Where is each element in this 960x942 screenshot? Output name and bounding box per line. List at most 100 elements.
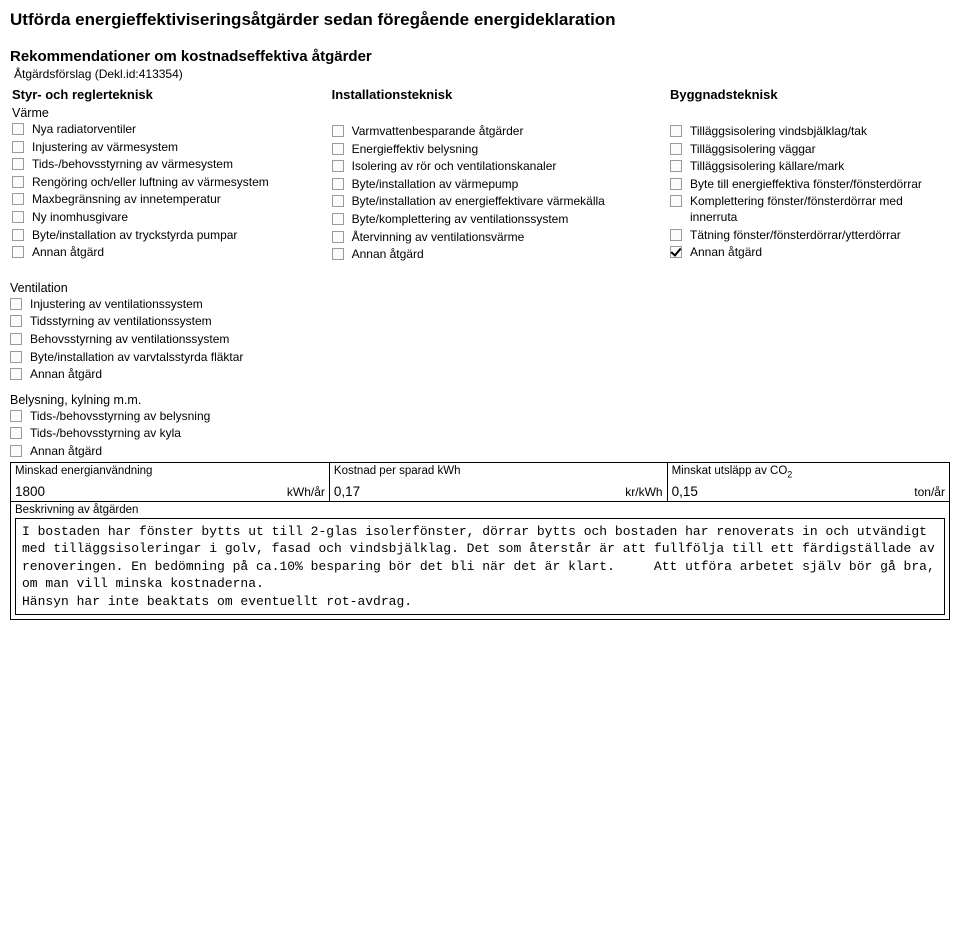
checkbox-icon[interactable] — [10, 351, 22, 363]
checkbox-icon[interactable] — [670, 160, 682, 172]
checkbox-icon[interactable] — [332, 125, 344, 137]
item-label: Tätning fönster/fönsterdörrar/ytterdörra… — [690, 228, 901, 244]
result-co2: Minskat utsläpp av CO2 0,15 ton/år — [668, 463, 949, 501]
item-label: Byte till energieffektiva fönster/fönste… — [690, 177, 922, 193]
checkbox-icon[interactable] — [10, 333, 22, 345]
varme-tryckstyrda-pumpar: Byte/installation av tryckstyrda pumpar — [12, 228, 324, 244]
item-label: Tilläggsisolering väggar — [690, 142, 816, 158]
item-label: Tids-/behovsstyrning av belysning — [30, 409, 210, 425]
checkbox-icon[interactable] — [332, 160, 344, 172]
checkbox-icon[interactable] — [332, 195, 344, 207]
result-unit: ton/år — [914, 485, 945, 499]
col-byggnad: Byggnadsteknisk Tilläggsisolering vindsb… — [668, 85, 950, 271]
bygg-tatning: Tätning fönster/fönsterdörrar/ytterdörra… — [670, 228, 944, 244]
group-varme: Värme — [12, 106, 324, 120]
item-label: Injustering av ventilationssystem — [30, 297, 203, 313]
inst-belysning: Energieffektiv belysning — [332, 142, 662, 158]
item-label: Byte/installation av tryckstyrda pumpar — [32, 228, 237, 244]
item-label: Byte/installation av värmepump — [352, 177, 519, 193]
bygg-komplettering: Komplettering fönster/fönsterdörrar med … — [670, 194, 944, 225]
dekl-id-text: Åtgärdsförslag (Dekl.id:413354) — [14, 67, 950, 81]
col-head-styr: Styr- och reglerteknisk — [12, 87, 324, 102]
result-label: Kostnad per sparad kWh — [334, 465, 663, 477]
section-ventilation: Ventilation Injustering av ventilationss… — [10, 281, 950, 383]
item-label: Tids-/behovsstyrning av kyla — [30, 426, 181, 442]
checkbox-icon[interactable] — [12, 229, 24, 241]
bygg-vindsbjalklag: Tilläggsisolering vindsbjälklag/tak — [670, 124, 944, 140]
checkbox-icon[interactable] — [332, 178, 344, 190]
item-label: Tids-/behovsstyrning av värmesystem — [32, 157, 233, 173]
results-row: Minskad energianvändning 1800 kWh/år Kos… — [10, 462, 950, 501]
varme-rengoring: Rengöring och/eller luftning av värmesys… — [12, 175, 324, 191]
bygg-fonster: Byte till energieffektiva fönster/fönste… — [670, 177, 944, 193]
item-label: Annan åtgärd — [352, 247, 424, 263]
item-label: Isolering av rör och ventilationskanaler — [352, 159, 557, 175]
checkbox-icon[interactable] — [10, 298, 22, 310]
bely-belysning: Tids-/behovsstyrning av belysning — [10, 409, 950, 425]
page-title: Utförda energieffektiviseringsåtgärder s… — [10, 10, 950, 30]
inst-atervinning: Återvinning av ventilationsvärme — [332, 230, 662, 246]
col-head-installation: Installationsteknisk — [332, 87, 662, 102]
description-label: Beskrivning av åtgärden — [15, 504, 945, 516]
vent-behovsstyrning: Behovsstyrning av ventilationssystem — [10, 332, 950, 348]
vent-injustering: Injustering av ventilationssystem — [10, 297, 950, 313]
checkbox-icon[interactable] — [670, 143, 682, 155]
inst-isolering-ror: Isolering av rör och ventilationskanaler — [332, 159, 662, 175]
item-label: Injustering av värmesystem — [32, 140, 178, 156]
item-label: Energieffektiv belysning — [352, 142, 479, 158]
item-label: Rengöring och/eller luftning av värmesys… — [32, 175, 269, 191]
bygg-annan: Annan åtgärd — [670, 245, 944, 261]
checkbox-icon[interactable] — [12, 176, 24, 188]
checkbox-icon[interactable] — [12, 211, 24, 223]
checkbox-icon[interactable] — [332, 231, 344, 243]
item-label: Tidsstyrning av ventilationssystem — [30, 314, 212, 330]
section-title: Rekommendationer om kostnadseffektiva åt… — [10, 48, 950, 65]
checkbox-icon[interactable] — [10, 315, 22, 327]
item-label: Byte/installation av varvtalsstyrda fläk… — [30, 350, 243, 366]
checkbox-icon[interactable] — [10, 410, 22, 422]
result-label: Minskad energianvändning — [15, 465, 325, 477]
item-label: Annan åtgärd — [30, 367, 102, 383]
result-minskad-energi: Minskad energianvändning 1800 kWh/år — [11, 463, 330, 501]
checkbox-icon[interactable] — [12, 158, 24, 170]
checkbox-icon[interactable] — [10, 368, 22, 380]
result-value: 0,17 — [334, 484, 360, 499]
checkbox-icon[interactable] — [670, 178, 682, 190]
inst-varmekalla: Byte/installation av energieffektivare v… — [332, 194, 662, 210]
bygg-vaggar: Tilläggsisolering väggar — [670, 142, 944, 158]
checkbox-icon[interactable] — [332, 143, 344, 155]
checkbox-icon[interactable] — [670, 229, 682, 241]
checkbox-icon[interactable] — [670, 195, 682, 207]
checkbox-icon[interactable] — [12, 193, 24, 205]
result-label: Minskat utsläpp av CO2 — [672, 465, 945, 479]
checkbox-icon[interactable] — [332, 248, 344, 260]
section-belysning: Belysning, kylning m.m. Tids-/behovsstyr… — [10, 393, 950, 460]
result-unit: kr/kWh — [625, 485, 662, 499]
vent-tidsstyrning: Tidsstyrning av ventilationssystem — [10, 314, 950, 330]
col-head-byggnad: Byggnadsteknisk — [670, 87, 944, 102]
checkbox-icon[interactable] — [12, 246, 24, 258]
inst-annan: Annan åtgärd — [332, 247, 662, 263]
item-label: Varmvattenbesparande åtgärder — [352, 124, 524, 140]
checkbox-icon[interactable] — [10, 427, 22, 439]
item-label: Tilläggsisolering källare/mark — [690, 159, 844, 175]
result-value: 0,15 — [672, 484, 698, 499]
checkbox-icon[interactable] — [332, 213, 344, 225]
vent-annan: Annan åtgärd — [10, 367, 950, 383]
item-label: Byte/installation av energieffektivare v… — [352, 194, 605, 210]
item-label: Behovsstyrning av ventilationssystem — [30, 332, 229, 348]
inst-varmepump: Byte/installation av värmepump — [332, 177, 662, 193]
checkbox-icon[interactable] — [12, 123, 24, 135]
varme-inomhusgivare: Ny inomhusgivare — [12, 210, 324, 226]
vent-varvtal: Byte/installation av varvtalsstyrda fläk… — [10, 350, 950, 366]
checkbox-icon[interactable] — [670, 125, 682, 137]
bely-kyla: Tids-/behovsstyrning av kyla — [10, 426, 950, 442]
description-text: I bostaden har fönster bytts ut till 2-g… — [15, 518, 945, 616]
checkbox-icon[interactable] — [12, 141, 24, 153]
col-installation: Installationsteknisk Varmvattenbesparand… — [330, 85, 668, 271]
checkbox-icon[interactable] — [670, 246, 682, 258]
checkbox-icon[interactable] — [10, 445, 22, 457]
varme-injustering: Injustering av värmesystem — [12, 140, 324, 156]
varme-tids-behov: Tids-/behovsstyrning av värmesystem — [12, 157, 324, 173]
result-value: 1800 — [15, 484, 45, 499]
